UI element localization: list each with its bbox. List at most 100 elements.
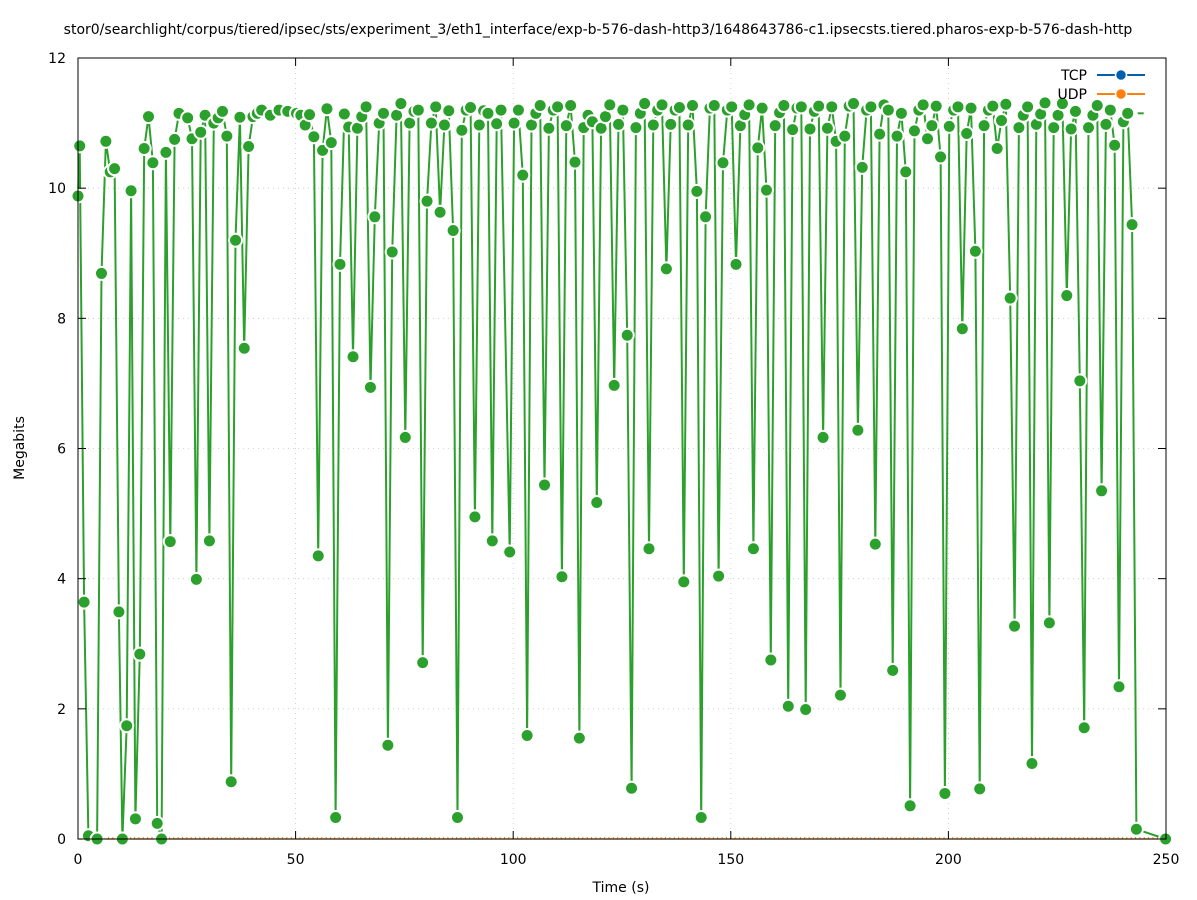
tcp-point <box>1063 121 1079 137</box>
tcp-point <box>606 377 622 393</box>
tcp-point <box>232 109 248 125</box>
legend-marker-udp <box>1114 87 1128 101</box>
tcp-point <box>380 737 396 753</box>
y-tick-label: 2 <box>57 702 66 718</box>
tcp-point <box>310 548 326 564</box>
tcp-point <box>1002 290 1018 306</box>
tcp-point <box>332 256 348 272</box>
tcp-point <box>345 349 361 365</box>
legend-marker-tcp <box>1114 68 1128 82</box>
tcp-point <box>502 544 518 560</box>
tcp-point <box>1020 99 1036 115</box>
tcp-point <box>889 128 905 144</box>
x-tick-label: 50 <box>287 852 305 868</box>
tcp-point <box>449 810 465 826</box>
y-tick-label: 8 <box>57 311 66 327</box>
tcp-point <box>493 102 509 118</box>
tcp-series-line <box>77 101 1166 840</box>
tcp-point <box>1041 615 1057 631</box>
tcp-point <box>654 97 670 113</box>
tcp-point <box>228 232 244 248</box>
tcp-point <box>223 774 239 790</box>
tcp-point <box>571 730 587 746</box>
tcp-point <box>1067 103 1083 119</box>
tcp-point <box>589 495 605 511</box>
tcp-point <box>728 256 744 272</box>
chart-title: stor0/searchlight/corpus/tiered/ipsec/st… <box>64 22 1133 38</box>
tcp-point <box>928 98 944 114</box>
tcp-point <box>1098 116 1114 132</box>
tcp-point <box>367 209 383 225</box>
tcp-point <box>454 122 470 138</box>
tcp-point <box>993 112 1009 128</box>
tcp-point <box>397 429 413 445</box>
tcp-point <box>1011 120 1027 136</box>
tcp-point <box>863 99 879 115</box>
tcp-point <box>615 102 631 118</box>
series-layer <box>70 95 1174 847</box>
tcp-point <box>467 509 483 525</box>
tcp-point <box>471 117 487 133</box>
tcp-point <box>959 125 975 141</box>
tcp-point <box>132 646 148 662</box>
tcp-point <box>428 99 444 115</box>
tcp-point <box>624 780 640 796</box>
tcp-point <box>750 140 766 156</box>
tcp-point <box>902 798 918 814</box>
tcp-point <box>745 541 761 557</box>
tcp-point <box>824 99 840 115</box>
tcp-point <box>685 98 701 114</box>
x-axis-label: Time (s) <box>592 880 650 896</box>
tcp-point <box>880 102 896 118</box>
tcp-point <box>815 429 831 445</box>
tcp-point <box>1102 102 1118 118</box>
tcp-point <box>393 96 409 112</box>
tcp-point <box>767 118 783 134</box>
tcp-point <box>1046 120 1062 136</box>
tcp-point <box>637 96 653 112</box>
tcp-point <box>741 97 757 113</box>
tcp-point <box>846 96 862 112</box>
tcp-point <box>872 126 888 142</box>
tcp-point <box>776 98 792 114</box>
tcp-point <box>328 810 344 826</box>
tcp-point <box>1059 288 1075 304</box>
tcp-point <box>706 98 722 114</box>
tcp-point <box>1089 98 1105 114</box>
tcp-point <box>149 815 165 831</box>
tcp-point <box>188 571 204 587</box>
tcp-point <box>967 243 983 259</box>
tcp-point <box>933 149 949 165</box>
legend: TCP UDP <box>1058 68 1145 103</box>
tcp-point <box>850 422 866 438</box>
tcp-point <box>323 135 339 151</box>
tcp-point <box>1094 483 1110 499</box>
tcp-point <box>72 138 88 154</box>
tcp-point <box>676 574 692 590</box>
tcp-point <box>111 604 127 620</box>
tcp-point <box>214 103 230 119</box>
tcp-point <box>972 781 988 797</box>
tcp-point <box>241 139 257 155</box>
tcp-point <box>658 261 674 277</box>
tcp-point <box>558 118 574 134</box>
tcp-point <box>1107 137 1123 153</box>
tcp-point <box>541 120 557 136</box>
ticks: 0 50 100 150 200 250 0 2 4 6 8 10 12 <box>48 51 1179 868</box>
tcp-point <box>419 193 435 209</box>
tcp-point <box>1111 679 1127 695</box>
tcp-point <box>1072 373 1088 389</box>
tcp-point <box>445 222 461 238</box>
tcp-point <box>1054 96 1070 112</box>
tcp-point <box>906 123 922 139</box>
tcp-point <box>410 102 426 118</box>
tcp-point <box>180 110 196 126</box>
tcp-point <box>306 129 322 145</box>
tcp-point <box>236 340 252 356</box>
tcp-point <box>1120 105 1136 121</box>
tcp-point <box>915 97 931 113</box>
tcp-point <box>641 541 657 557</box>
tcp-point <box>602 97 618 113</box>
tcp-point <box>319 101 335 117</box>
tcp-point <box>141 109 157 125</box>
